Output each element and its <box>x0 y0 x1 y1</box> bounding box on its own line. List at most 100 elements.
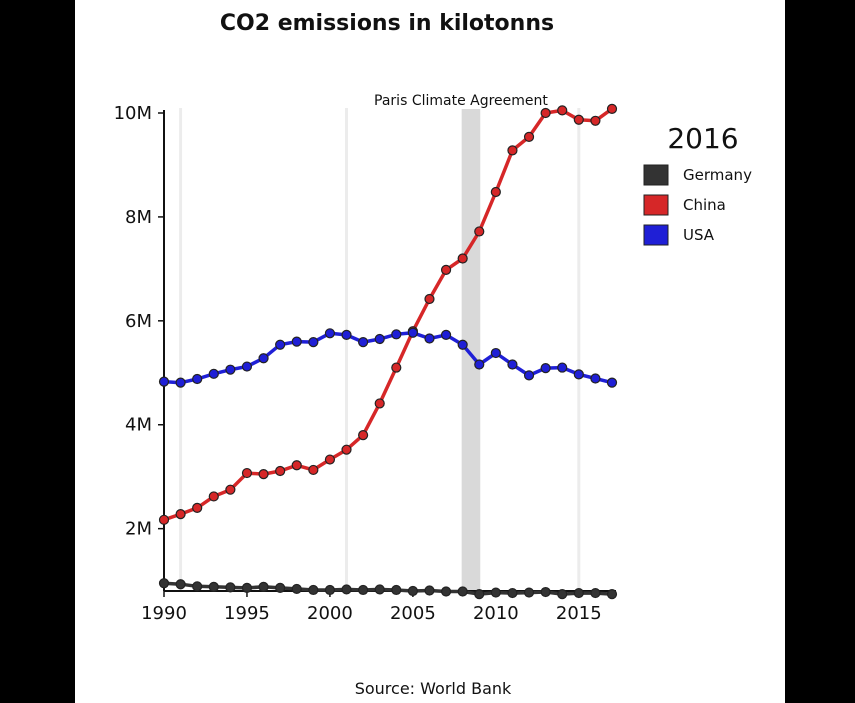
legend-label-usa: USA <box>683 226 715 244</box>
data-point-germany <box>258 581 269 592</box>
series-line-germany <box>163 581 613 596</box>
chart-title: CO2 emissions in kilotonns <box>220 11 554 36</box>
data-point-china <box>590 115 601 126</box>
data-point-usa <box>457 339 468 350</box>
data-point-usa <box>490 347 501 359</box>
data-point-germany <box>374 584 385 595</box>
y-tick-label: 6M <box>125 311 152 332</box>
data-point-germany <box>208 581 219 592</box>
data-point-china <box>175 509 186 520</box>
data-point-usa <box>407 327 418 338</box>
data-point-germany <box>557 589 568 600</box>
y-tick-label: 10M <box>114 103 152 124</box>
data-point-usa <box>590 373 601 384</box>
data-point-usa <box>324 328 336 339</box>
data-point-germany <box>457 586 468 597</box>
data-point-china <box>474 226 485 237</box>
source-note: Source: World Bank <box>355 679 512 698</box>
co2-line-chart: CO2 emissions in kilotonns Paris Climate… <box>114 11 753 698</box>
series-line-china <box>163 107 614 522</box>
legend-swatch-usa <box>643 224 669 246</box>
data-point-usa <box>557 362 568 373</box>
data-point-usa <box>208 368 219 379</box>
data-point-usa <box>358 337 369 348</box>
data-point-china <box>275 465 286 477</box>
data-point-usa <box>424 333 435 344</box>
data-point-usa <box>440 329 452 340</box>
data-point-usa <box>474 359 485 370</box>
data-point-germany <box>175 579 186 590</box>
data-point-usa <box>374 333 385 345</box>
data-point-china <box>258 468 269 480</box>
data-point-usa <box>275 339 286 350</box>
data-point-germany <box>324 584 336 596</box>
data-point-china <box>507 145 518 156</box>
data-point-germany <box>241 582 253 593</box>
plot-area: Paris Climate Agreement 2M 4M 6M 8M 10M 1990 19… <box>114 93 618 624</box>
data-point-usa <box>523 370 535 381</box>
data-point-germany <box>291 583 302 595</box>
data-point-germany <box>391 584 402 596</box>
data-point-china <box>606 103 618 114</box>
data-point-germany <box>424 585 435 596</box>
data-point-usa <box>158 376 170 387</box>
data-point-china <box>341 444 352 455</box>
annotation-label: Paris Climate Agreement <box>374 93 548 109</box>
data-point-china <box>523 131 535 142</box>
data-point-germany <box>606 589 618 600</box>
data-point-usa <box>573 369 584 380</box>
series-line-usa <box>163 331 613 385</box>
data-point-china <box>241 467 253 479</box>
data-point-germany <box>523 587 535 598</box>
data-point-china <box>573 114 584 125</box>
data-point-germany <box>308 584 319 596</box>
data-point-china <box>440 264 452 276</box>
data-point-usa <box>391 329 402 340</box>
data-point-usa <box>258 353 269 364</box>
data-point-germany <box>507 587 518 599</box>
data-point-germany <box>573 587 584 599</box>
data-point-germany <box>407 585 418 597</box>
data-point-china <box>374 398 385 409</box>
data-point-germany <box>590 587 601 599</box>
data-point-usa <box>291 336 302 347</box>
data-point-china <box>324 454 336 465</box>
x-tick-label: 1990 <box>141 603 187 624</box>
data-point-usa <box>241 361 253 372</box>
data-point-germany <box>275 582 286 593</box>
data-point-germany <box>192 581 203 592</box>
data-point-china <box>308 464 319 476</box>
data-point-germany <box>540 586 551 598</box>
data-point-china <box>358 430 369 441</box>
y-tick-label: 2M <box>125 519 152 540</box>
legend-label-germany: Germany <box>683 166 752 184</box>
data-point-germany <box>158 578 170 589</box>
y-tick-label: 4M <box>125 415 152 436</box>
data-point-china <box>557 105 568 116</box>
legend-swatch-china <box>643 194 669 216</box>
legend-label-china: China <box>683 196 726 214</box>
data-point-china <box>208 491 219 502</box>
data-point-china <box>192 502 203 513</box>
highlight-band <box>461 109 481 591</box>
x-tick-label: 2000 <box>307 603 353 624</box>
legend: 2016 Germany China USA <box>643 122 752 246</box>
data-point-usa <box>225 364 236 375</box>
data-point-china <box>225 484 236 495</box>
data-point-usa <box>507 359 518 370</box>
data-point-china <box>391 362 402 373</box>
x-tick-label: 2015 <box>556 603 602 624</box>
data-point-usa <box>192 373 203 385</box>
x-tick-label: 2010 <box>473 603 519 624</box>
data-point-germany <box>358 584 369 596</box>
data-point-usa <box>341 329 352 340</box>
data-point-china <box>291 460 302 471</box>
y-tick-label: 8M <box>125 207 152 228</box>
data-point-usa <box>540 363 551 374</box>
data-point-usa <box>175 377 186 388</box>
data-point-china <box>540 107 551 119</box>
legend-year-label: 2016 <box>667 122 738 155</box>
data-point-germany <box>225 582 236 593</box>
data-point-china <box>424 293 435 305</box>
legend-swatch-germany <box>643 164 669 186</box>
